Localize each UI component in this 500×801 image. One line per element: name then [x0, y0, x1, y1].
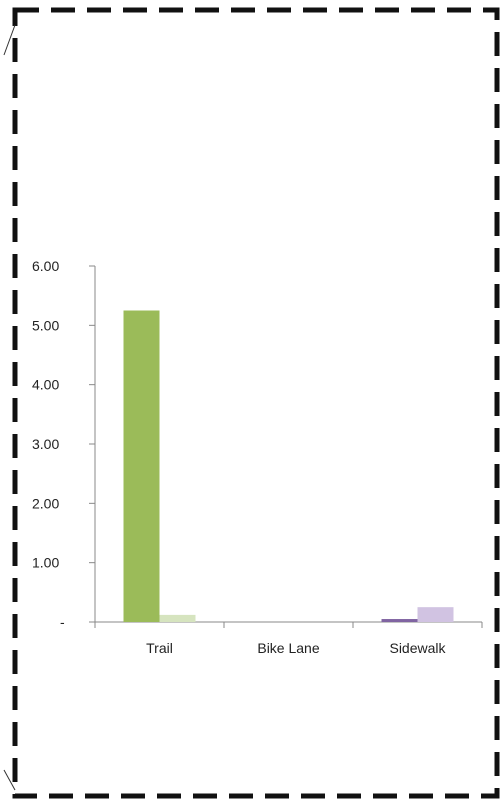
connector-line-bottom [3, 769, 16, 791]
plot-area: - 1.00 2.00 3.00 4.00 5.00 6.00 Trail Bike Lane… [32, 258, 483, 656]
x-category-label: Sidewalk [389, 640, 446, 656]
x-category-label: Bike Lane [257, 640, 319, 656]
category-labels: Trail Bike Lane Sidewalk [146, 640, 446, 656]
connector-line-top [3, 24, 16, 56]
bars [123, 310, 454, 622]
bar-trail-series-1 [123, 310, 160, 622]
x-axis-ticks [94, 622, 483, 628]
bar-trail-series-2 [159, 614, 196, 622]
y-axis-ticks: - 1.00 2.00 3.00 4.00 5.00 6.00 [32, 258, 95, 630]
y-tick-label: - [60, 614, 65, 630]
y-tick-label: 2.00 [32, 495, 59, 511]
bar-sidewalk-series-2 [417, 607, 454, 622]
y-tick-label: 6.00 [32, 258, 59, 274]
x-category-label: Trail [146, 640, 173, 656]
dashed-border [12, 7, 500, 799]
bar-sidewalk-series-1 [381, 619, 418, 622]
y-tick-label: 5.00 [32, 317, 59, 333]
y-tick-label: 3.00 [32, 436, 59, 452]
y-tick-label: 4.00 [32, 377, 59, 393]
y-tick-label: 1.00 [32, 555, 59, 571]
